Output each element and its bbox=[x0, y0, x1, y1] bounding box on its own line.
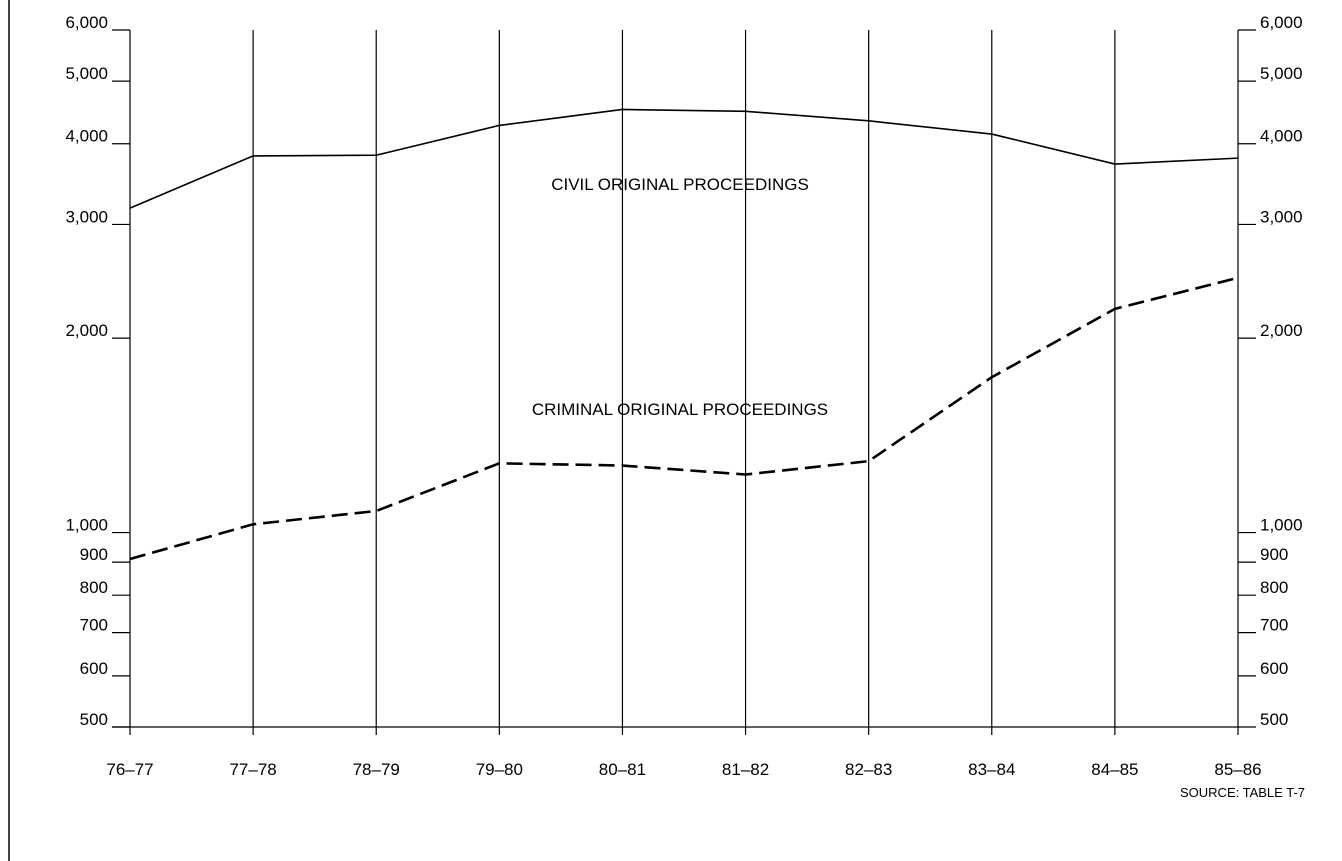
series-line-civil bbox=[129, 108, 1239, 209]
left-y-tick-label-900: 900 bbox=[80, 545, 108, 564]
left-y-tick-label-6000: 6,000 bbox=[65, 13, 108, 32]
left-y-tick-label-4000: 4,000 bbox=[65, 127, 108, 146]
right-y-tick-label-3000: 3,000 bbox=[1260, 207, 1303, 226]
x-tick-label-79-80: 79–80 bbox=[476, 760, 523, 779]
right-y-tick-label-600: 600 bbox=[1260, 659, 1288, 678]
x-tick-label-78-79: 78–79 bbox=[353, 760, 400, 779]
x-tick-label-76-77: 76–77 bbox=[106, 760, 153, 779]
left-y-tick-label-3000: 3,000 bbox=[65, 207, 108, 226]
left-y-tick-label-500: 500 bbox=[80, 710, 108, 729]
x-axis: 76–77 77–78 78–79 79–80 80–81 81–82 82–83 83–84… bbox=[106, 726, 1262, 779]
x-tick-label-83-84: 83–84 bbox=[968, 760, 1015, 779]
right-y-tick-label-800: 800 bbox=[1260, 578, 1288, 597]
x-tick-label-84-85: 84–85 bbox=[1091, 760, 1138, 779]
x-tick-label-80-81: 80–81 bbox=[599, 760, 646, 779]
right-y-tick-label-700: 700 bbox=[1260, 616, 1288, 635]
left-y-tick-label-1000: 1,000 bbox=[65, 516, 108, 535]
series-label-criminal: CRIMINAL ORIGINAL PROCEEDINGS bbox=[532, 400, 828, 419]
x-tick-label-81-82: 81–82 bbox=[722, 760, 769, 779]
grid bbox=[129, 30, 1239, 735]
series-layer bbox=[129, 108, 1239, 561]
series-label-civil: CIVIL ORIGINAL PROCEEDINGS bbox=[551, 175, 809, 194]
left-y-tick-label-5000: 5,000 bbox=[65, 64, 108, 83]
right-y-tick-label-1000: 1,000 bbox=[1260, 516, 1303, 535]
right-y-tick-label-5000: 5,000 bbox=[1260, 64, 1303, 83]
left-y-tick-label-2000: 2,000 bbox=[65, 321, 108, 340]
source-note: SOURCE: TABLE T-7 bbox=[1180, 785, 1305, 800]
right-y-tick-label-500: 500 bbox=[1260, 710, 1288, 729]
right-y-tick-label-4000: 4,000 bbox=[1260, 127, 1303, 146]
left-y-axis: 6,000 5,000 4,000 3,000 2,000 1,000 900 800 700 6… bbox=[65, 13, 130, 729]
left-y-tick-label-700: 700 bbox=[80, 616, 108, 635]
x-tick-label-82-83: 82–83 bbox=[845, 760, 892, 779]
series-line-criminal bbox=[129, 276, 1239, 561]
x-tick-label-85-86: 85–86 bbox=[1214, 760, 1261, 779]
x-tick-label-77-78: 77–78 bbox=[229, 760, 276, 779]
left-y-tick-label-800: 800 bbox=[80, 578, 108, 597]
right-y-axis: 6,000 5,000 4,000 3,000 2,000 1,000 900 800 700 6… bbox=[1238, 13, 1303, 729]
right-y-tick-label-6000: 6,000 bbox=[1260, 13, 1303, 32]
right-y-tick-label-2000: 2,000 bbox=[1260, 321, 1303, 340]
left-y-tick-label-600: 600 bbox=[80, 659, 108, 678]
right-y-tick-label-900: 900 bbox=[1260, 545, 1288, 564]
